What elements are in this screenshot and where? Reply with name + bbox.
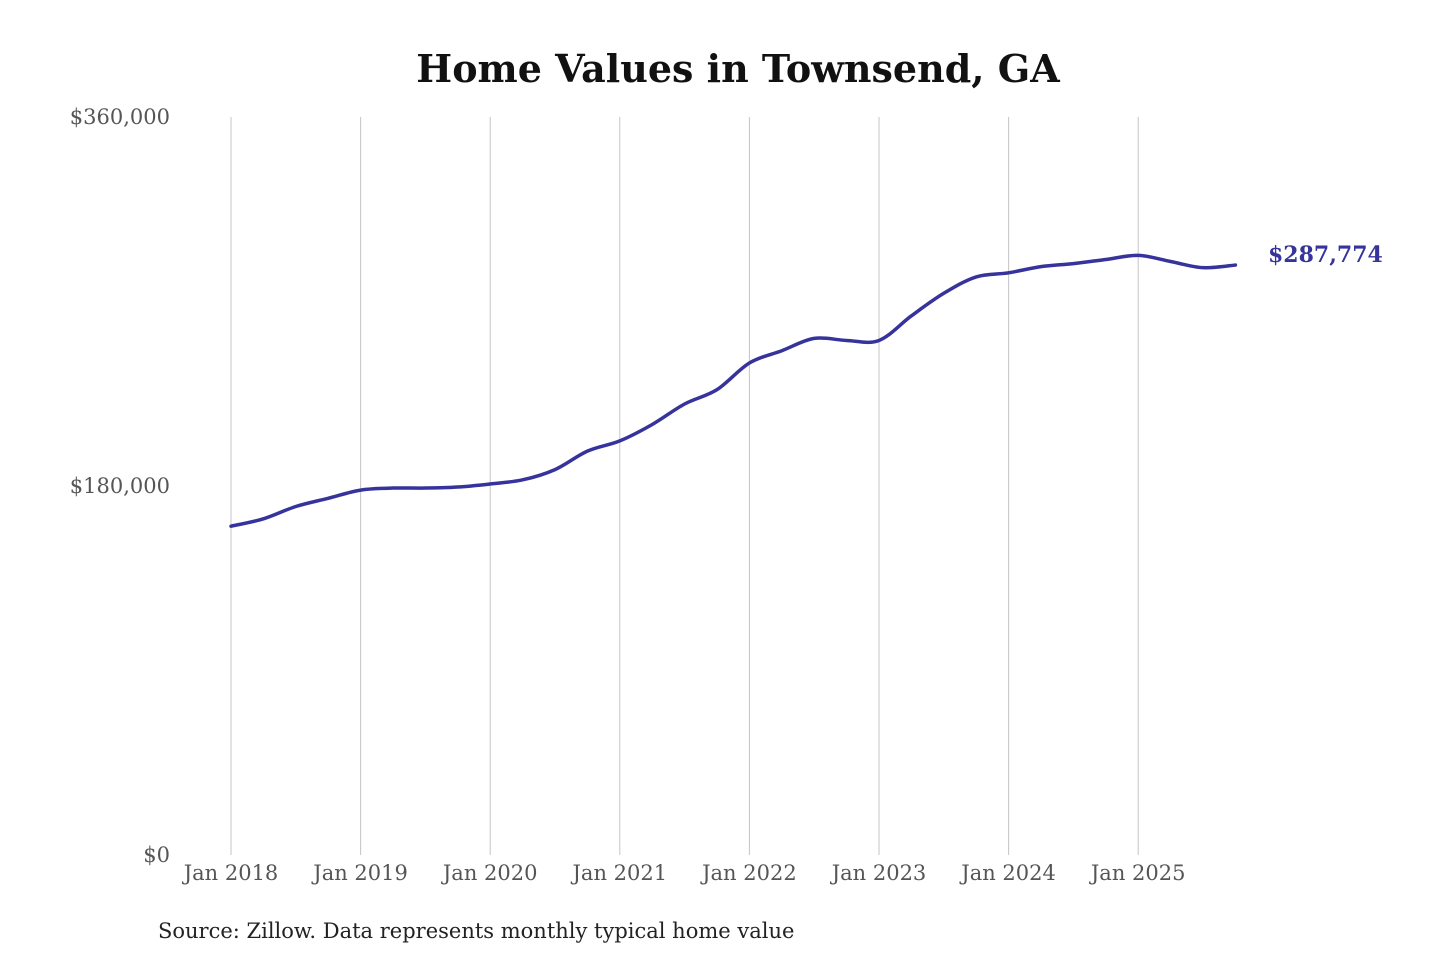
- y-tick-label: $360,000: [70, 105, 170, 129]
- x-tick-label: Jan 2024: [959, 861, 1056, 885]
- end-value-label: $287,774: [1268, 242, 1383, 268]
- x-tick-label: Jan 2022: [700, 861, 797, 885]
- gridlines: [230, 117, 1139, 855]
- x-tick-label: Jan 2021: [571, 861, 668, 885]
- x-axis: Jan 2018 Jan 2019 Jan 2020 Jan 2021 Jan 2022…: [182, 861, 1186, 885]
- source-note: Source: Zillow. Data represents monthly …: [158, 919, 794, 943]
- x-tick-label: Jan 2019: [311, 861, 408, 885]
- x-tick-label: Jan 2023: [830, 861, 927, 885]
- chart-title: Home Values in Townsend, GA: [416, 46, 1060, 91]
- y-tick-label: $180,000: [70, 474, 170, 498]
- series-line: [229, 253, 1238, 528]
- y-tick-label: $0: [143, 843, 170, 867]
- x-tick-label: Jan 2025: [1089, 861, 1186, 885]
- y-axis: $0 $180,000 $360,000: [70, 105, 170, 867]
- x-tick-label: Jan 2018: [182, 861, 279, 885]
- x-tick-label: Jan 2020: [441, 861, 538, 885]
